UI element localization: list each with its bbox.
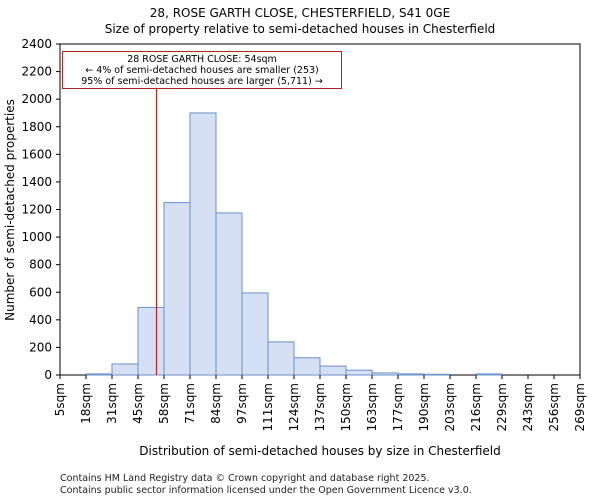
y-tick-label: 0 xyxy=(44,368,52,382)
chart-title: 28, ROSE GARTH CLOSE, CHESTERFIELD, S41 … xyxy=(149,6,451,20)
histogram-bar xyxy=(371,372,399,376)
histogram-bar xyxy=(345,369,373,376)
x-axis-label: Distribution of semi-detached houses by … xyxy=(139,444,501,458)
x-tick-label: 190sqm xyxy=(417,383,431,431)
histogram-bar xyxy=(267,341,295,376)
x-tick-label: 111sqm xyxy=(261,383,275,431)
x-tick-label: 5sqm xyxy=(53,383,67,416)
footer-line-1: Contains HM Land Registry data © Crown c… xyxy=(60,473,430,484)
histogram-bar xyxy=(293,357,321,376)
x-tick-label: 163sqm xyxy=(365,383,379,431)
annotation-box: 28 ROSE GARTH CLOSE: 54sqm ← 4% of semi-… xyxy=(62,51,342,89)
x-tick-label: 177sqm xyxy=(391,383,405,431)
y-tick-label: 1400 xyxy=(21,175,52,189)
y-tick-label: 1200 xyxy=(21,203,52,217)
y-axis-label-wrap: Number of semi-detached properties xyxy=(0,44,20,376)
y-tick-label: 600 xyxy=(29,285,52,299)
x-tick-label: 229sqm xyxy=(495,383,509,431)
y-tick-label: 200 xyxy=(29,340,52,354)
histogram-bar xyxy=(111,363,139,376)
x-tick-label: 71sqm xyxy=(183,383,197,424)
annotation-line-3: 95% of semi-detached houses are larger (… xyxy=(81,76,323,87)
x-tick-label: 58sqm xyxy=(157,383,171,424)
y-tick-label: 2400 xyxy=(21,37,52,51)
x-tick-label: 256sqm xyxy=(547,383,561,431)
annotation-line-2: ← 4% of semi-detached houses are smaller… xyxy=(85,65,319,76)
x-tick-label: 216sqm xyxy=(469,383,483,431)
y-tick-label: 400 xyxy=(29,313,52,327)
x-tick-label: 45sqm xyxy=(131,383,145,424)
y-tick-label: 800 xyxy=(29,258,52,272)
x-tick-label: 150sqm xyxy=(339,383,353,431)
histogram-bar xyxy=(189,112,217,376)
histogram-bar xyxy=(397,373,425,376)
x-tick-label: 124sqm xyxy=(287,383,301,431)
histogram-bar xyxy=(423,373,451,376)
y-tick-label: 2200 xyxy=(21,65,52,79)
x-tick-label: 18sqm xyxy=(79,383,93,424)
histogram-bar xyxy=(215,212,243,376)
histogram-bar xyxy=(475,373,503,376)
y-tick-label: 1800 xyxy=(21,120,52,134)
x-tick-label: 84sqm xyxy=(209,383,223,424)
y-tick-label: 1600 xyxy=(21,147,52,161)
histogram-bar xyxy=(85,373,113,376)
x-tick-label: 31sqm xyxy=(105,383,119,424)
x-tick-label: 243sqm xyxy=(521,383,535,431)
histogram-bar xyxy=(319,365,347,376)
footer-line-2: Contains public sector information licen… xyxy=(60,485,472,496)
x-tick-label: 137sqm xyxy=(313,383,327,431)
y-axis-label: Number of semi-detached properties xyxy=(3,99,17,321)
y-tick-label: 2000 xyxy=(21,92,52,106)
x-tick-label: 269sqm xyxy=(573,383,587,431)
y-tick-label: 1000 xyxy=(21,230,52,244)
x-tick-label: 203sqm xyxy=(443,383,457,431)
histogram-bar xyxy=(163,202,191,376)
chart-subtitle: Size of property relative to semi-detach… xyxy=(104,22,496,36)
histogram-bar xyxy=(241,292,269,376)
histogram-bar xyxy=(137,306,165,376)
annotation-line-1: 28 ROSE GARTH CLOSE: 54sqm xyxy=(127,54,277,65)
x-tick-label: 97sqm xyxy=(235,383,249,424)
